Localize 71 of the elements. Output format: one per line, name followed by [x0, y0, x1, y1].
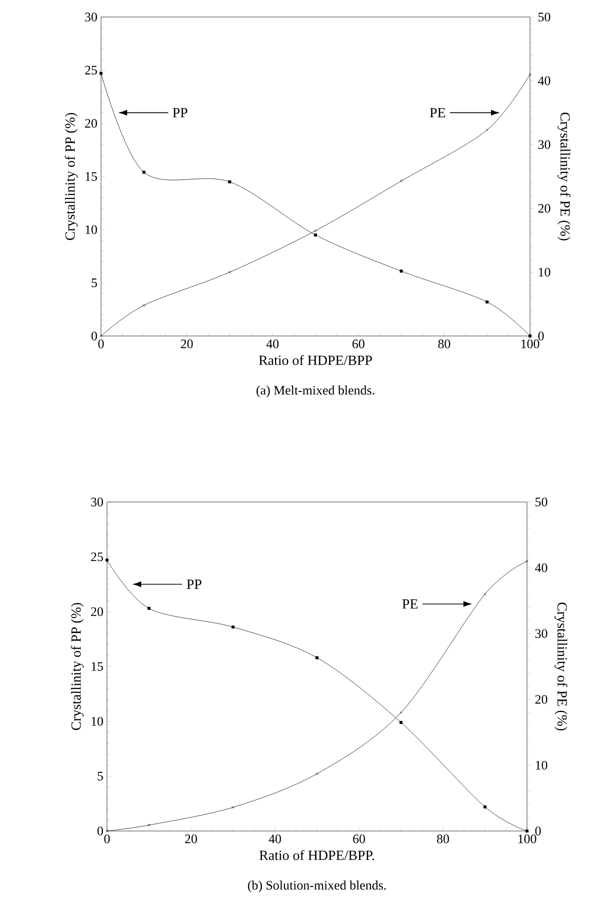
point — [228, 180, 232, 184]
point — [486, 128, 488, 132]
point — [400, 180, 403, 182]
point — [228, 270, 232, 274]
y2-tick-label: 10 — [536, 760, 548, 770]
y2-tick-label: 50 — [538, 12, 550, 22]
y2-tick-label: 30 — [538, 140, 550, 149]
point — [148, 824, 150, 826]
x-tick-label: 100 — [521, 340, 540, 348]
point — [486, 300, 489, 304]
y2-tick-label: 40 — [535, 563, 548, 572]
x-tick-label: 40 — [268, 834, 281, 844]
point — [400, 720, 402, 724]
x-tick-label: 100 — [518, 834, 536, 844]
annotation: PP — [172, 108, 188, 118]
y-tick-label: 15 — [92, 662, 103, 671]
point — [484, 805, 486, 808]
x-tick-label: 60 — [353, 834, 365, 844]
point — [400, 711, 402, 714]
y2-tick-label: 30 — [535, 629, 548, 638]
x-tick-label: 60 — [352, 340, 364, 348]
x-tick-label: 80 — [438, 340, 450, 348]
y2-tick-label: 10 — [538, 268, 550, 277]
point — [400, 270, 403, 273]
y-tick-label: 20 — [85, 118, 97, 128]
point — [314, 229, 317, 232]
x-tick-label: 20 — [180, 340, 193, 348]
point — [232, 626, 234, 629]
point — [484, 592, 486, 596]
y-tick-label: 25 — [85, 66, 97, 75]
y-tick-label: 30 — [85, 12, 97, 22]
y-tick-label: 25 — [91, 552, 103, 562]
point — [142, 170, 146, 174]
point — [106, 558, 108, 562]
annotation: PE — [402, 599, 418, 609]
point — [100, 72, 102, 75]
y-tick-label: 0 — [92, 332, 97, 340]
point — [316, 656, 318, 660]
y-tick-label: 20 — [91, 607, 103, 616]
annotation: PE — [430, 108, 446, 118]
y2-tick-label: 0 — [538, 332, 544, 340]
y2-tick-label: 50 — [536, 498, 548, 506]
text: (b) Solution-mixed blends. — [248, 880, 386, 892]
annotation: PP — [186, 580, 202, 589]
point — [232, 806, 234, 809]
y2-tick-label: 20 — [538, 204, 550, 213]
y-tick-label: 10 — [86, 225, 97, 234]
point — [142, 304, 146, 307]
y-tick-label: 5 — [98, 772, 103, 780]
y-tick-label: 0 — [98, 826, 103, 836]
x-axis-title: Ratio of HDPE/BPP — [258, 355, 372, 366]
x-tick-label: 20 — [185, 834, 197, 844]
x-tick-label: 40 — [266, 340, 279, 348]
y2-tick-label: 40 — [538, 76, 550, 86]
y2-tick-label: 0 — [535, 826, 541, 836]
y-axis-title: Crystallinity of PP (%) — [70, 603, 84, 730]
point — [316, 772, 318, 776]
x-tick-label: 0 — [104, 834, 110, 844]
y2-axis-title: Crystallinity of PE (%) — [558, 112, 570, 240]
x-axis-title: Ratio of HDPE/BPP. — [259, 850, 374, 860]
y-tick-label: 30 — [91, 498, 103, 506]
y-tick-label: 10 — [92, 716, 103, 726]
point — [314, 233, 317, 236]
y2-axis-title: Crystallinity of PE (%) — [554, 602, 568, 730]
x-tick-label: 80 — [437, 834, 449, 844]
y-axis-title: Crystallinity of PP (%) — [64, 112, 78, 240]
y-tick-label: 5 — [92, 278, 97, 288]
y2-tick-label: 20 — [535, 695, 548, 704]
text: (a) Melt-mixed blends. — [256, 386, 374, 398]
y-tick-label: 15 — [86, 172, 97, 181]
point — [148, 606, 150, 610]
